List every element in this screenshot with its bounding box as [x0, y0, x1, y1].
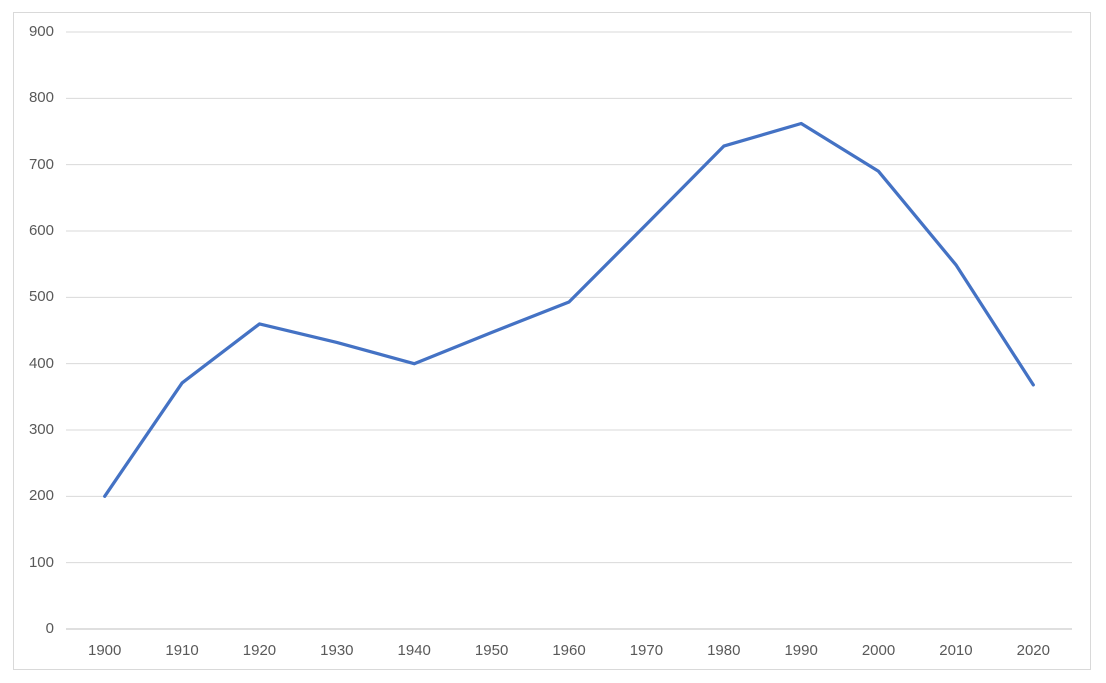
x-axis-tick-label: 1930	[320, 642, 354, 659]
x-axis-tick-label: 2010	[939, 642, 973, 659]
y-axis-tick-label: 200	[28, 487, 54, 505]
y-axis-tick-label: 600	[28, 222, 54, 239]
y-axis-tick-label: 100	[28, 553, 54, 571]
y-axis-tick-label: 300	[28, 421, 54, 438]
y-axis-tick-label: 900	[28, 23, 54, 40]
x-axis-tick-label: 1990	[784, 642, 818, 659]
x-axis-tick-label: 1910	[165, 642, 199, 659]
x-axis-tick-label: 1940	[397, 642, 431, 659]
x-axis-tick-label: 1980	[707, 642, 741, 659]
y-axis-tick-label: 0	[45, 620, 54, 637]
x-axis-tick-label: 1920	[242, 642, 277, 659]
y-axis-tick-label: 500	[28, 288, 54, 306]
y-axis-tick-label: 700	[28, 155, 54, 173]
y-axis-tick-label: 800	[28, 89, 54, 107]
y-axis-tick-label: 400	[28, 354, 54, 372]
chart-container	[13, 12, 1091, 670]
x-axis-tick-label: 1900	[88, 642, 122, 659]
x-axis-tick-label: 1950	[474, 642, 509, 659]
x-axis-tick-label: 1970	[629, 642, 664, 659]
x-axis-tick-label: 1960	[552, 642, 586, 659]
x-axis-tick-label: 2020	[1016, 642, 1050, 659]
x-axis-tick-label: 2000	[861, 642, 896, 659]
